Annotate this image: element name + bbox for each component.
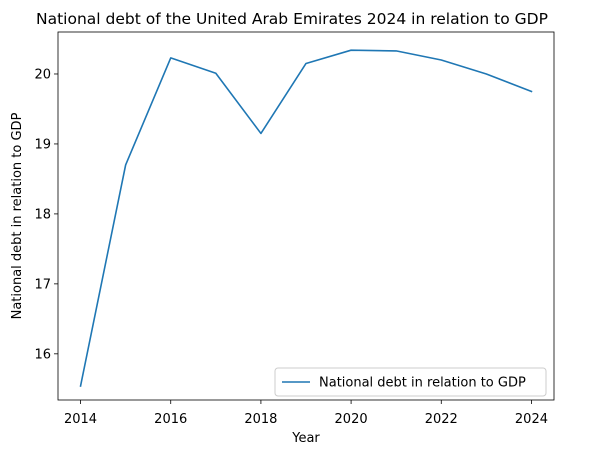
x-tick-label: 2018 bbox=[244, 412, 277, 427]
y-tick-label: 18 bbox=[34, 207, 51, 222]
series-line bbox=[79, 49, 533, 387]
legend-box bbox=[274, 367, 547, 397]
x-tick-label: 2014 bbox=[64, 412, 97, 427]
x-axis: 2014 2016 2018 2020 2022 2024 bbox=[64, 400, 548, 427]
x-tick-label: 2024 bbox=[515, 412, 548, 427]
legend: National debt in relation to GDP bbox=[274, 367, 547, 397]
legend-label: National debt in relation to GDP bbox=[319, 376, 526, 391]
y-tick-label: 17 bbox=[34, 277, 51, 292]
y-axis: 16 17 18 19 20 bbox=[34, 67, 58, 362]
x-tick-label: 2022 bbox=[425, 412, 458, 427]
series-layer bbox=[79, 49, 533, 387]
y-tick-label: 19 bbox=[34, 137, 51, 152]
y-tick-label: 16 bbox=[34, 347, 51, 362]
y-axis-label: National debt in relation to GDP bbox=[10, 112, 25, 319]
chart-title: National debt of the United Arab Emirate… bbox=[36, 10, 548, 28]
x-tick-label: 2016 bbox=[154, 412, 187, 427]
x-axis-label: Year bbox=[291, 431, 320, 446]
x-tick-label: 2020 bbox=[335, 412, 368, 427]
y-tick-label: 20 bbox=[34, 67, 51, 82]
plot-frame bbox=[57, 31, 555, 401]
